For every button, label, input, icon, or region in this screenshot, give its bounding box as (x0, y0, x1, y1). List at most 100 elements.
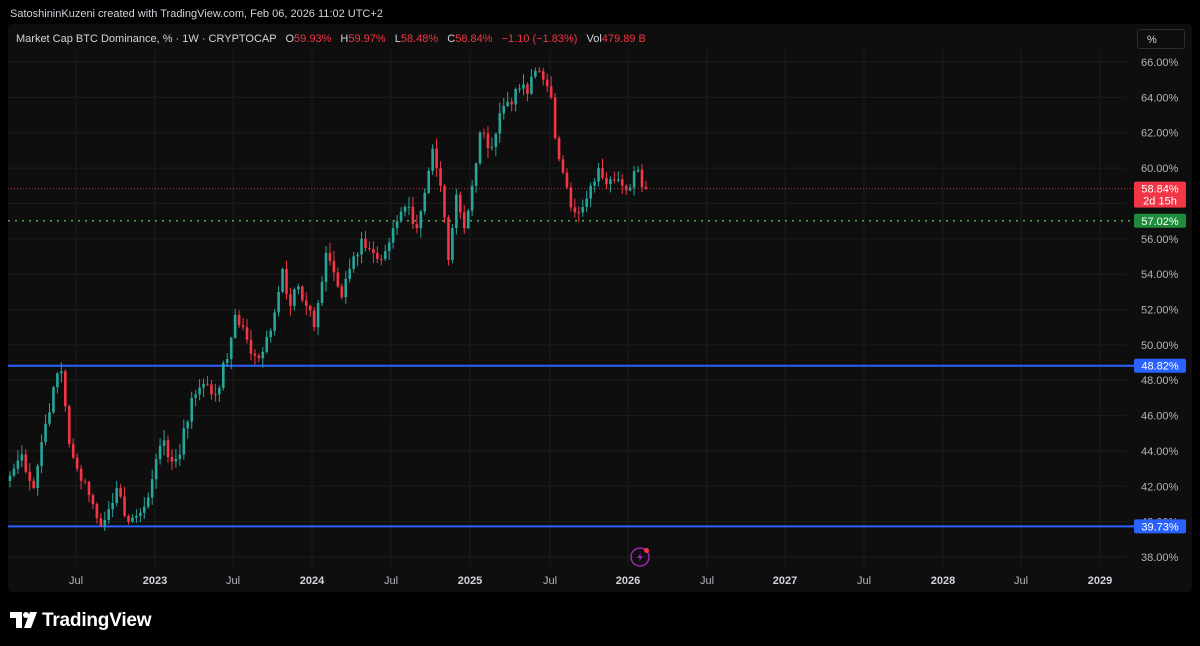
candle-body (577, 212, 581, 214)
y-tick-label: 38.00% (1141, 552, 1179, 564)
candle-body (407, 206, 411, 208)
candle-body (316, 302, 320, 328)
candle-body (427, 170, 430, 193)
candle-body (478, 132, 482, 164)
candle-body (462, 212, 466, 229)
attribution-text: SatoshininKuzeni created with TradingVie… (10, 8, 383, 20)
y-axis: 38.00%40.00%42.00%44.00%46.00%48.00%50.0… (1141, 57, 1179, 564)
y-tick-label: 42.00% (1141, 481, 1179, 493)
candle-body (391, 228, 395, 243)
candle-body (514, 89, 517, 105)
candle-body (376, 252, 379, 259)
candle-body (538, 70, 541, 72)
tradingview-logo[interactable]: TradingView (10, 610, 152, 632)
candle-body (522, 84, 525, 89)
symbol-title: Market Cap BTC Dominance, % · 1W · CRYPT… (16, 33, 277, 45)
y-tick-label: 44.00% (1141, 446, 1179, 458)
candle-body (178, 454, 182, 459)
candle-body (348, 268, 351, 279)
chart-frame[interactable] (8, 24, 1192, 592)
candle-body (605, 177, 608, 184)
candle-body (368, 247, 371, 250)
x-tick-label: 2025 (458, 575, 482, 587)
candle-body (553, 97, 557, 139)
candle-body (380, 258, 383, 260)
candle-body (561, 159, 565, 173)
candle-body (285, 268, 288, 295)
candle-body (194, 394, 197, 398)
candle-body (186, 421, 190, 429)
x-tick-label: Jul (226, 575, 240, 587)
candle-body (470, 185, 474, 211)
candle-body (304, 300, 308, 306)
candle-body (245, 327, 249, 340)
ohlc-legend: Market Cap BTC Dominance, % · 1W · CRYPT… (16, 33, 646, 45)
candle-body (83, 480, 87, 482)
attribution-bar: SatoshininKuzeni created with TradingVie… (0, 0, 1200, 24)
candle-body (328, 252, 332, 262)
candle-body (644, 187, 648, 189)
candle-body (352, 256, 355, 269)
candle-body (494, 133, 498, 147)
candle-body (549, 86, 553, 98)
candle-body (111, 502, 114, 510)
y-tick-label: 52.00% (1141, 305, 1179, 317)
candle-body (502, 106, 506, 114)
candle-body (277, 291, 280, 313)
candle-body (190, 397, 193, 422)
candle-body (56, 373, 59, 388)
tradingview-logo-icon (10, 612, 37, 628)
candle-body (324, 252, 328, 282)
candle-body (103, 519, 107, 526)
candle-body (107, 509, 111, 520)
horizontal-lines (8, 188, 1135, 528)
candle-body (123, 496, 126, 516)
candle-body (131, 517, 134, 522)
candle-body (510, 101, 513, 105)
candle-body (233, 314, 237, 338)
candle-body (115, 488, 118, 503)
candle-body (99, 518, 103, 526)
candle-body (498, 113, 502, 134)
candle-body (202, 383, 205, 388)
candle-body (415, 223, 419, 229)
candles (8, 66, 648, 532)
candle-body (443, 185, 446, 218)
candle-body (490, 146, 494, 149)
x-tick-label: Jul (69, 575, 83, 587)
candle-body (289, 294, 292, 306)
candle-body (20, 454, 24, 461)
candle-body (241, 325, 245, 328)
candle-body (518, 88, 521, 90)
candle-body (269, 330, 272, 337)
price-label-badge (1134, 181, 1186, 208)
grid-lines (8, 50, 1126, 566)
candle-body (431, 148, 434, 171)
candle-body (617, 179, 620, 181)
candle-body (67, 406, 71, 444)
candle-body (127, 515, 130, 522)
y-tick-label: 64.00% (1141, 92, 1179, 104)
x-axis: Jul 2023 Jul 2024 Jul 2025 Jul 2026 Jul 2027 Jul 20… (69, 575, 1112, 587)
open-label: O (285, 33, 295, 45)
percent-scale-button[interactable]: % (1137, 29, 1185, 49)
candle-body (237, 314, 241, 326)
candle-body (297, 286, 300, 290)
candle-body (387, 242, 391, 252)
candle-body (565, 172, 569, 188)
candle-body (482, 132, 486, 134)
price-label-badge (1134, 358, 1186, 373)
low-label: L (394, 33, 401, 45)
candle-body (44, 423, 47, 443)
low-value: 58.48% (400, 33, 439, 45)
candle-body (60, 371, 63, 374)
y-tick-label: 48.00% (1141, 375, 1179, 387)
tradingview-logo-text: TradingView (42, 610, 152, 631)
candle-body (36, 465, 39, 489)
candle-body (71, 443, 75, 458)
volume-value: 479.89 B (601, 33, 646, 45)
y-tick-label: 50.00% (1141, 340, 1179, 352)
candle-body (636, 169, 640, 172)
candle-body (399, 211, 403, 222)
